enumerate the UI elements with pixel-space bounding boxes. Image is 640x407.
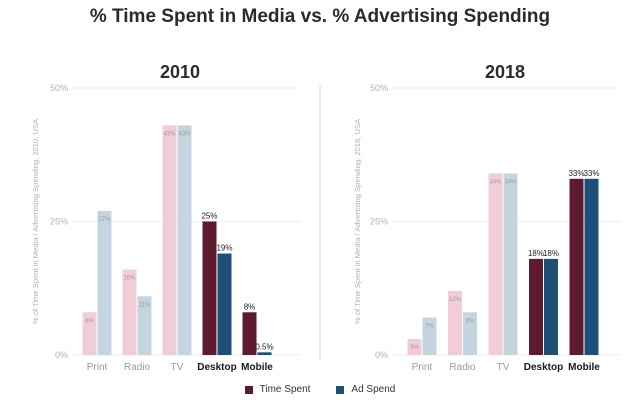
bar-2018-print-time-spent — [407, 338, 422, 355]
bar-2018-desktop-time-spent — [529, 258, 543, 355]
data-label-2018-mobile-time-spent: 33% — [568, 169, 584, 178]
x-tick-label-2010-print: Print — [87, 362, 108, 373]
data-label-2018-radio-ad-spend: 8% — [466, 318, 475, 324]
bar-2010-tv-time-spent — [162, 125, 177, 355]
bar-2010-print-time-spent — [82, 312, 97, 355]
legend-item-time-spent: Time Spent — [244, 384, 311, 395]
data-label-2010-tv-ad-spend: 43% — [178, 131, 191, 137]
y-tick-label-2018-50: 50% — [370, 83, 388, 93]
x-tick-label-2010-mobile: Mobile — [241, 362, 273, 373]
x-tick-label-2018-desktop: Desktop — [524, 362, 563, 373]
bar-2010-mobile-time-spent — [242, 312, 257, 355]
legend: Time Spent Ad Spend — [0, 384, 640, 395]
y-tick-label-2018-0: 0% — [375, 350, 388, 360]
data-label-2010-desktop-time-spent: 25% — [201, 212, 217, 221]
y-tick-label-2010-0: 0% — [55, 350, 68, 360]
x-tick-label-2010-tv: TV — [171, 362, 184, 373]
data-label-2010-radio-time-spent: 16% — [123, 276, 136, 282]
data-label-2018-tv-time-spent: 34% — [489, 179, 502, 185]
y-axis-title-2018: % of Time Spent in Media / Advertising S… — [353, 118, 362, 324]
x-tick-label-2010-radio: Radio — [124, 362, 151, 373]
bar-2010-radio-time-spent — [122, 269, 137, 355]
x-tick-label-2018-mobile: Mobile — [568, 362, 600, 373]
legend-label-ad-spend: Ad Spend — [351, 384, 396, 395]
bar-2010-radio-ad-spend — [137, 296, 152, 355]
y-tick-label-2018-25: 25% — [370, 217, 388, 227]
y-axis-title-2010: % of Time Spent in Media / Advertising S… — [31, 118, 40, 324]
legend-label-time-spent: Time Spent — [259, 384, 311, 395]
data-label-2010-tv-time-spent: 43% — [163, 131, 176, 137]
data-label-2018-mobile-ad-spend: 33% — [583, 169, 599, 178]
legend-swatch-ad-spend — [336, 385, 345, 394]
data-label-2010-mobile-time-spent: 8% — [244, 302, 256, 311]
bar-2018-radio-ad-spend — [463, 312, 477, 355]
bar-2018-print-ad-spend — [422, 317, 437, 355]
bar-2010-tv-ad-spend — [177, 125, 192, 355]
data-label-2018-desktop-time-spent: 18% — [528, 249, 544, 258]
data-label-2018-print-time-spent: 3% — [410, 345, 419, 351]
x-tick-label-2018-tv: TV — [497, 362, 510, 373]
data-label-2018-print-ad-spend: 7% — [425, 324, 434, 330]
y-tick-label-2010-25: 25% — [50, 217, 68, 227]
bar-2018-mobile-ad-spend — [584, 178, 599, 355]
legend-item-ad-spend: Ad Spend — [336, 384, 395, 395]
data-label-2010-desktop-ad-spend: 19% — [216, 244, 232, 253]
bar-2018-tv-time-spent — [488, 173, 503, 355]
data-label-2010-print-time-spent: 8% — [85, 318, 94, 324]
bar-2018-radio-time-spent — [448, 290, 462, 355]
data-label-2010-print-ad-spend: 27% — [98, 217, 111, 223]
bar-2018-tv-ad-spend — [503, 173, 518, 355]
data-label-2018-desktop-ad-spend: 18% — [543, 249, 559, 258]
bar-2010-mobile-ad-spend — [257, 352, 272, 355]
chart-title-2018: 2018 — [485, 62, 525, 82]
chart-main-title: % Time Spent in Media vs. % Advertising … — [89, 6, 551, 27]
bar-2010-desktop-ad-spend — [217, 253, 232, 355]
data-label-2010-radio-ad-spend: 11% — [139, 302, 151, 308]
data-label-2018-radio-time-spent: 12% — [449, 297, 462, 303]
bar-2018-mobile-time-spent — [569, 178, 584, 355]
y-tick-label-2010-50: 50% — [50, 83, 68, 93]
bar-2018-desktop-ad-spend — [544, 258, 558, 355]
x-tick-label-2010-desktop: Desktop — [197, 362, 236, 373]
bar-2010-desktop-time-spent — [202, 221, 217, 355]
bar-2010-print-ad-spend — [97, 210, 112, 355]
chart-title-2010: 2010 — [160, 62, 200, 82]
x-tick-label-2018-radio: Radio — [449, 362, 476, 373]
data-label-2010-mobile-ad-spend: 0.5% — [255, 342, 273, 351]
x-tick-label-2018-print: Print — [412, 362, 433, 373]
data-label-2018-tv-ad-spend: 34% — [504, 179, 517, 185]
legend-swatch-time-spent — [244, 385, 253, 394]
